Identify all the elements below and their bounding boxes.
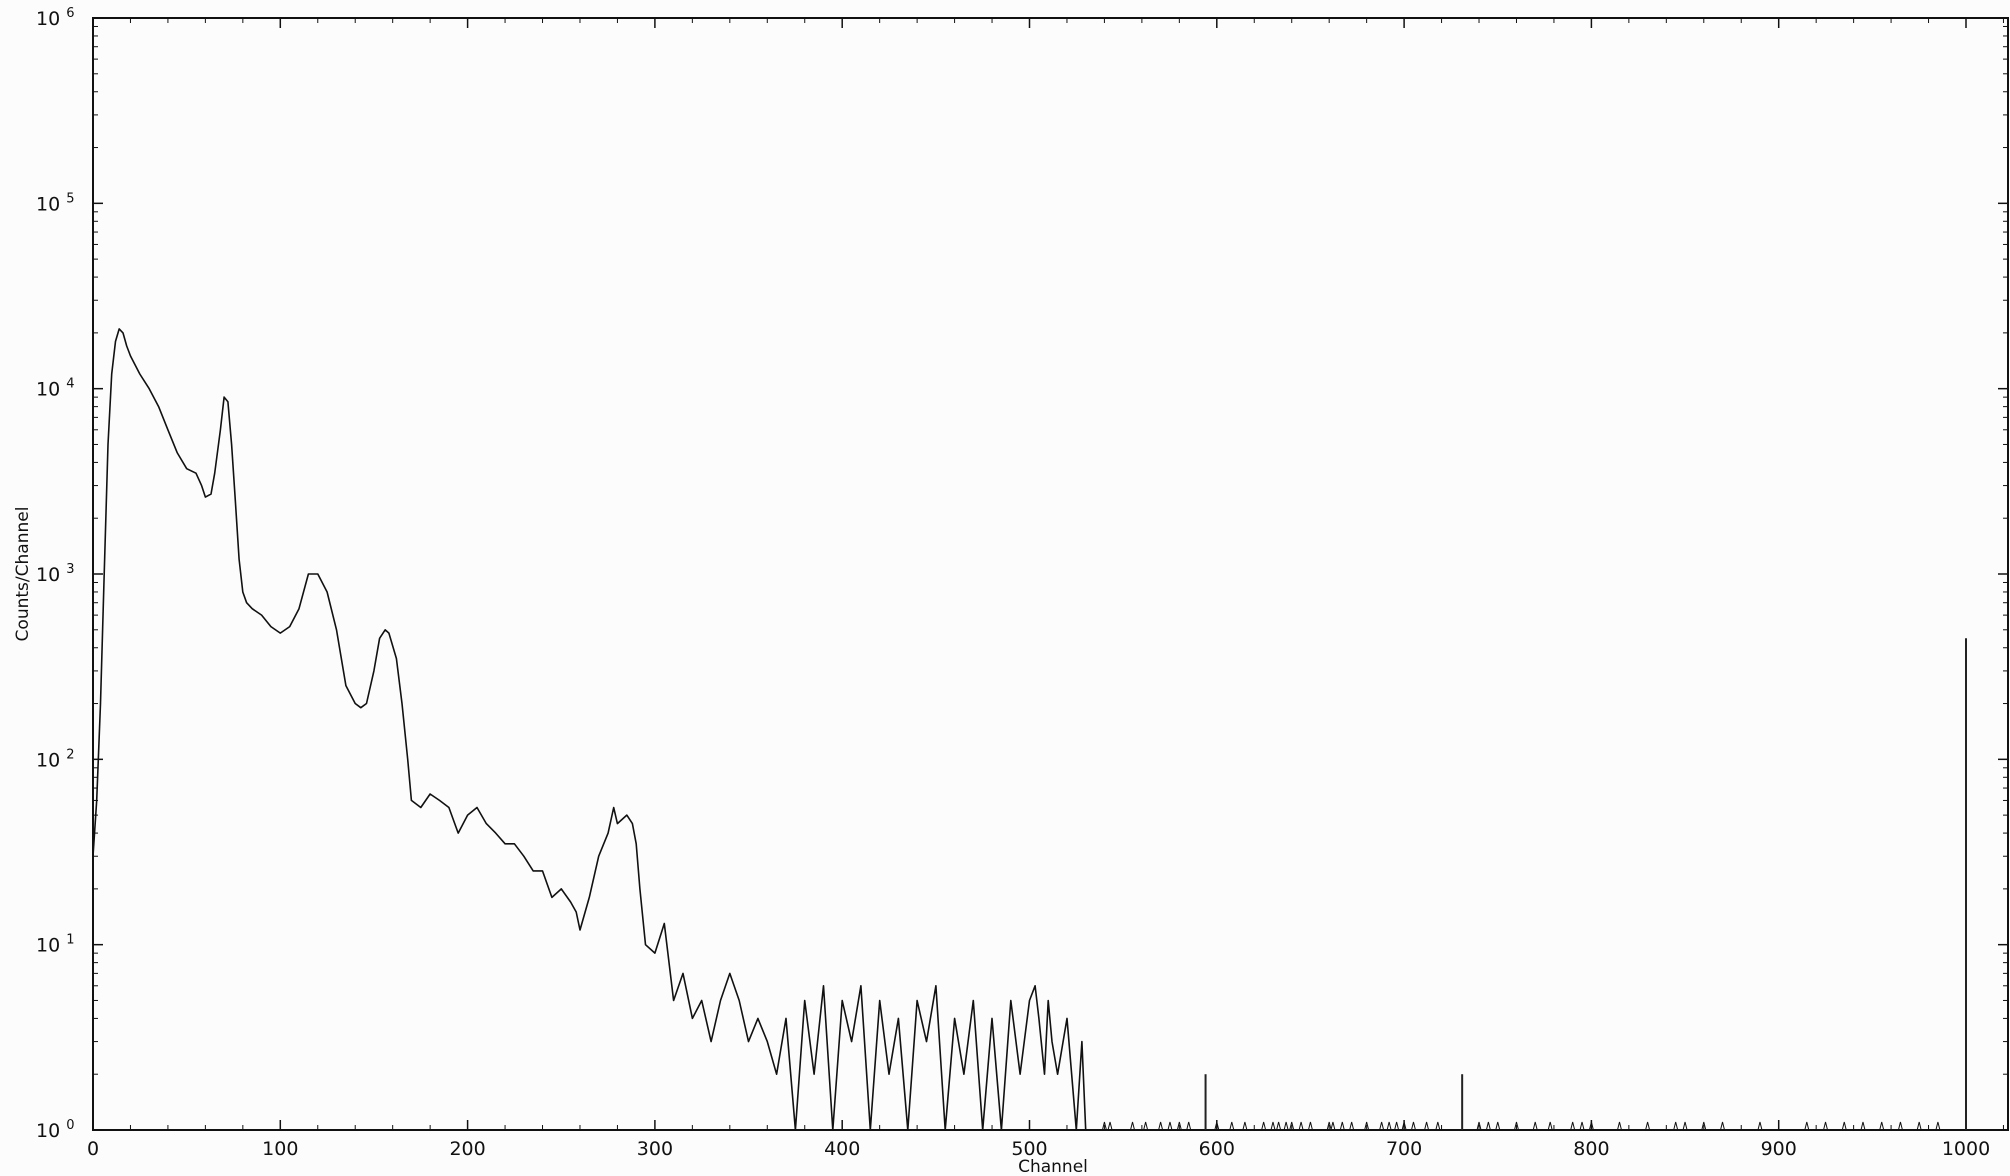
single-count-mark <box>1289 1121 1295 1131</box>
single-count-mark <box>1143 1121 1149 1131</box>
x-tick-label: 800 <box>1573 1138 1609 1160</box>
single-count-mark <box>1424 1121 1430 1131</box>
single-count-mark <box>1176 1121 1182 1131</box>
single-count-mark <box>1879 1121 1885 1131</box>
single-count-mark <box>1916 1121 1922 1131</box>
single-count-mark <box>1339 1121 1345 1131</box>
single-count-mark <box>1804 1121 1810 1131</box>
single-count-mark <box>1270 1121 1276 1131</box>
single-count-mark <box>1410 1121 1416 1131</box>
sparse-counts <box>1101 1121 1941 1131</box>
single-count-mark <box>1326 1121 1332 1131</box>
single-count-mark <box>1897 1121 1903 1131</box>
single-count-mark <box>1513 1121 1519 1131</box>
single-count-mark <box>1435 1121 1441 1131</box>
single-count-mark <box>1158 1121 1164 1131</box>
single-count-mark <box>1186 1121 1192 1131</box>
single-count-mark <box>1101 1121 1107 1131</box>
single-count-mark <box>1682 1121 1688 1131</box>
single-count-mark <box>1276 1121 1282 1131</box>
spike-lines <box>1204 638 1967 1130</box>
single-count-mark <box>1841 1121 1847 1131</box>
y-tick-label: 10 3 <box>36 562 75 586</box>
y-axis-ticks: 10 0 10 1 10 2 10 3 10 4 10 5 10 6 <box>36 6 2008 1142</box>
single-count-mark <box>1364 1121 1370 1131</box>
single-count-mark <box>1229 1121 1235 1131</box>
single-count-mark <box>1330 1121 1336 1131</box>
y-axis-label: Counts/Channel <box>13 507 33 642</box>
single-count-mark <box>1394 1121 1400 1131</box>
single-count-mark <box>1298 1121 1304 1131</box>
single-count-mark <box>1349 1121 1355 1131</box>
single-count-mark <box>1701 1121 1707 1131</box>
single-count-mark <box>1579 1121 1585 1131</box>
x-tick-label: 400 <box>824 1138 860 1160</box>
single-count-mark <box>1379 1121 1385 1131</box>
x-tick-label: 0 <box>87 1138 99 1160</box>
single-count-mark <box>1283 1121 1289 1131</box>
single-count-mark <box>1860 1121 1866 1131</box>
single-count-mark <box>1547 1121 1553 1131</box>
single-count-mark <box>1495 1121 1501 1131</box>
single-count-mark <box>1214 1121 1220 1131</box>
x-tick-label: 300 <box>637 1138 673 1160</box>
single-count-mark <box>1107 1121 1113 1131</box>
single-count-mark <box>1242 1121 1248 1131</box>
y-tick-label: 10 6 <box>36 6 75 30</box>
single-count-mark <box>1720 1121 1725 1131</box>
x-tick-label: 1000 <box>1942 1138 1990 1160</box>
single-count-mark <box>1167 1121 1173 1131</box>
counts-series-line <box>92 328 1087 1131</box>
x-axis-ticks: 0 100 200 300 400 500 600 700 800 900 1000 <box>87 18 2004 1160</box>
x-tick-label: 200 <box>449 1138 485 1160</box>
single-count-mark <box>1673 1121 1679 1131</box>
single-count-mark <box>1130 1121 1136 1131</box>
single-count-mark <box>1401 1121 1407 1131</box>
single-count-mark <box>1476 1121 1482 1131</box>
y-tick-label: 10 2 <box>36 747 75 771</box>
single-count-mark <box>1570 1121 1576 1131</box>
x-axis-label: Channel <box>1018 1157 1088 1176</box>
single-count-mark <box>1261 1121 1267 1131</box>
x-tick-label: 600 <box>1199 1138 1235 1160</box>
x-tick-label: 700 <box>1386 1138 1422 1160</box>
single-count-mark <box>1532 1121 1538 1131</box>
y-tick-label: 10 1 <box>36 933 75 957</box>
x-tick-label: 100 <box>262 1138 298 1160</box>
x-tick-label: 900 <box>1761 1138 1797 1160</box>
single-count-mark <box>1485 1121 1491 1131</box>
y-tick-label: 10 0 <box>36 1118 75 1142</box>
x-tick-label: 500 <box>1011 1138 1047 1160</box>
single-count-mark <box>1617 1121 1622 1131</box>
y-tick-label: 10 5 <box>36 191 75 215</box>
plot-frame <box>92 17 2009 1131</box>
single-count-mark <box>1935 1121 1941 1131</box>
single-count-mark <box>1757 1121 1763 1131</box>
single-count-mark <box>1645 1121 1651 1131</box>
single-count-mark <box>1386 1121 1392 1131</box>
single-count-mark <box>1588 1121 1594 1131</box>
single-count-mark <box>1307 1121 1313 1131</box>
single-count-mark <box>1823 1121 1829 1131</box>
y-tick-label: 10 4 <box>36 377 75 401</box>
